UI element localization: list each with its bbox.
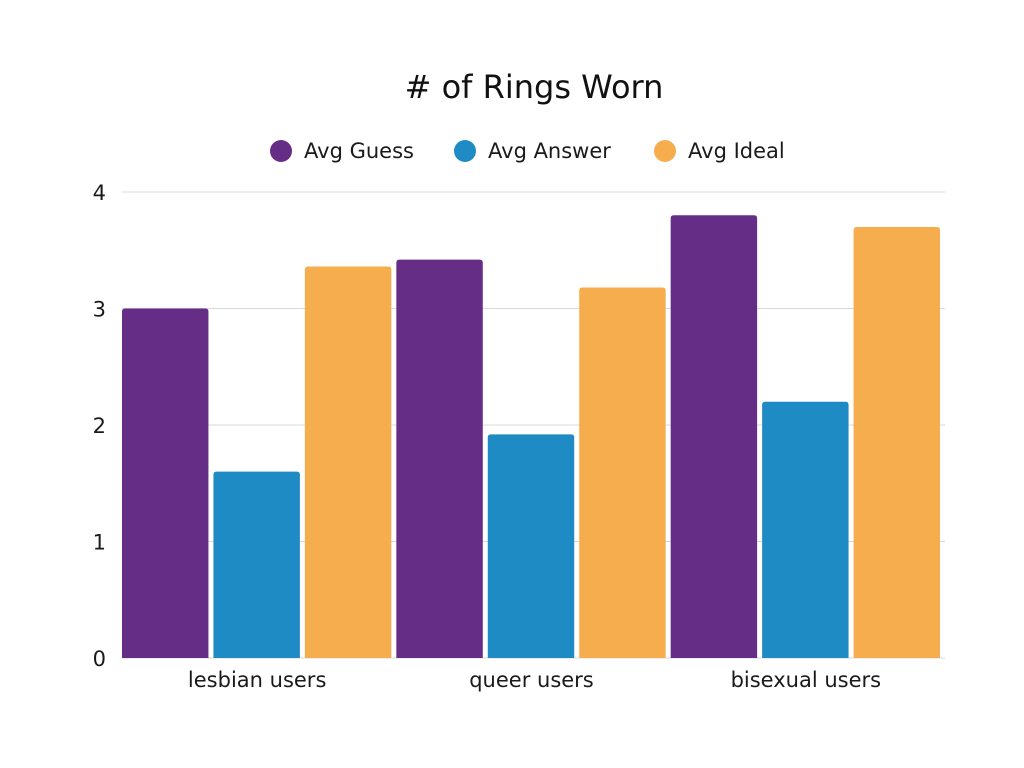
- legend: Avg Guess Avg Answer Avg Ideal: [270, 139, 785, 163]
- legend-label: Avg Answer: [488, 139, 611, 163]
- legend-swatch: [270, 140, 292, 162]
- bar-avg-answer: [762, 401, 849, 658]
- bar-avg-answer: [487, 434, 575, 658]
- x-category-label: bisexual users: [731, 668, 882, 692]
- legend-swatch: [654, 140, 676, 162]
- x-axis-labels: lesbian users queer users bisexual users: [188, 668, 881, 692]
- bar-avg-ideal: [853, 226, 940, 658]
- chart-title: # of Rings Worn: [405, 68, 664, 106]
- y-tick-label: 0: [93, 647, 106, 671]
- bar-avg-guess: [670, 215, 758, 659]
- bar-avg-ideal: [579, 287, 666, 658]
- y-axis-ticks: 0 1 2 3 4: [93, 181, 106, 671]
- bar-avg-ideal: [304, 266, 392, 658]
- x-category-label: lesbian users: [188, 668, 326, 692]
- legend-label: Avg Ideal: [688, 139, 785, 163]
- y-tick-label: 4: [93, 181, 106, 205]
- bar-avg-guess: [122, 308, 209, 658]
- legend-swatch: [454, 140, 476, 162]
- legend-label: Avg Guess: [304, 139, 414, 163]
- bars: [122, 215, 940, 659]
- y-tick-label: 2: [93, 414, 106, 438]
- x-category-label: queer users: [469, 668, 594, 692]
- y-tick-label: 1: [93, 531, 106, 555]
- bar-avg-answer: [213, 471, 300, 658]
- bar-avg-guess: [396, 259, 483, 658]
- y-tick-label: 3: [93, 298, 106, 322]
